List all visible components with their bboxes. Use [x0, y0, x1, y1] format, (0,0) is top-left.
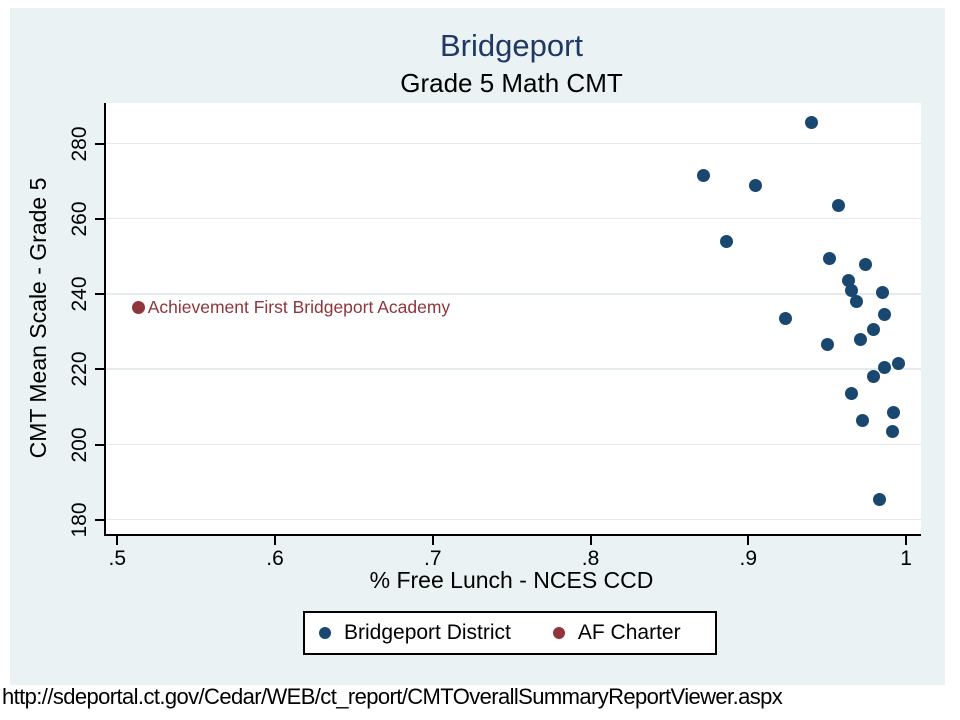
x-tick-label: .9 [739, 547, 758, 570]
y-gridline [106, 368, 921, 370]
y-axis-tick [95, 217, 104, 220]
data-point [892, 357, 906, 371]
x-axis-tick [274, 536, 276, 545]
x-axis-tick [431, 536, 434, 545]
plot-area: Achievement First Bridgeport Academy [104, 103, 921, 536]
data-point [855, 413, 869, 427]
district-marker-icon [319, 627, 331, 639]
data-point [859, 257, 872, 271]
data-point [748, 178, 762, 192]
legend-item-charter: AF Charter [552, 621, 681, 645]
data-point [866, 323, 880, 337]
x-tick-label: .8 [581, 547, 600, 570]
y-tick-label: 200 [68, 426, 91, 463]
x-tick-label: .5 [108, 547, 127, 570]
data-point [873, 492, 887, 506]
legend-item-district: Bridgeport District [319, 621, 511, 645]
data-point [876, 285, 890, 299]
y-gridline [106, 518, 921, 521]
data-point [805, 116, 819, 130]
data-point [866, 370, 880, 384]
data-point-annotation: Achievement First Bridgeport Academy [147, 297, 451, 318]
data-point [778, 312, 792, 325]
y-axis-tick [95, 368, 104, 371]
x-tick-label: 1 [900, 547, 912, 570]
data-point [849, 295, 863, 309]
source-url-caption: http://sdeportal.ct.gov/Cedar/WEB/ct_rep… [2, 684, 783, 709]
chart-subtitle: Grade 5 Math CMT [400, 68, 623, 98]
data-point [844, 283, 858, 297]
x-axis-title: % Free Lunch - NCES CCD [369, 567, 654, 593]
legend-label-charter: AF Charter [577, 621, 681, 644]
data-point [877, 308, 891, 322]
y-tick-label: 240 [68, 276, 91, 312]
y-axis-tick [95, 142, 104, 145]
data-point [887, 406, 901, 419]
data-point [885, 424, 899, 438]
y-gridline [106, 217, 921, 220]
y-tick-label: 220 [68, 351, 91, 387]
legend-label-district: Bridgeport District [344, 621, 511, 644]
data-point [821, 338, 835, 352]
data-point [131, 300, 145, 314]
x-axis-tick [905, 536, 908, 545]
y-gridline [106, 293, 921, 295]
y-tick-label: 180 [68, 502, 91, 538]
data-point [854, 332, 868, 346]
y-gridline [106, 443, 921, 445]
y-tick-label: 280 [68, 126, 91, 162]
data-point [844, 387, 858, 401]
x-axis-tick [116, 536, 119, 545]
y-axis-tick [95, 293, 104, 296]
y-axis-tick [95, 518, 104, 521]
y-axis-title: CMT Mean Scale - Grade 5 [25, 177, 51, 459]
x-tick-label: .7 [424, 547, 442, 570]
x-axis-tick [589, 536, 592, 545]
data-point [877, 360, 891, 374]
x-axis-tick [747, 536, 750, 545]
chart-title: Bridgeport [439, 28, 584, 63]
chart-legend: Bridgeport District AF Charter [303, 611, 717, 655]
data-point [822, 251, 836, 265]
data-point [720, 234, 734, 248]
y-tick-label: 260 [68, 201, 91, 237]
data-point [696, 169, 710, 183]
y-axis-tick [95, 443, 104, 446]
x-tick-label: .6 [266, 547, 284, 570]
charter-marker-icon [552, 627, 565, 639]
y-gridline [106, 142, 921, 145]
data-point [832, 199, 846, 213]
